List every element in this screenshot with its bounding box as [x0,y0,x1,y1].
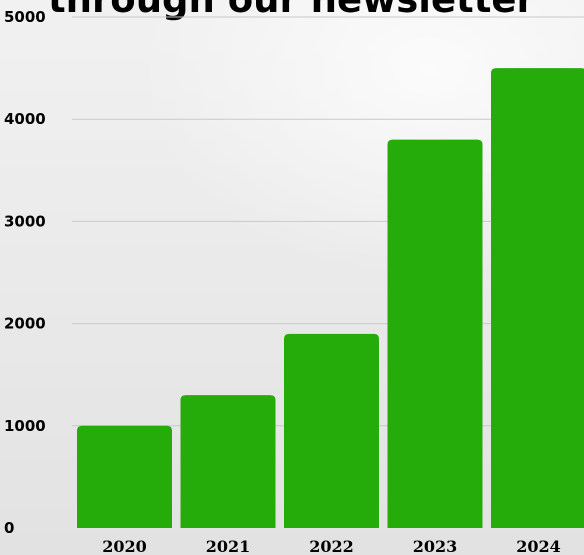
y-tick-label: 3000 [4,212,46,230]
y-tick-label: 1000 [4,417,46,435]
x-tick-label-2021: 2021 [206,537,251,555]
x-tick-label-2020: 2020 [102,537,147,555]
x-tick-label-2024: 2024 [516,537,561,555]
y-axis-ticks: 0 1000 2000 3000 4000 5000 [4,8,46,537]
chart-title: through our newsletter [48,0,535,22]
bar-2024 [491,68,584,528]
x-tick-label-2022: 2022 [309,537,354,555]
bar-2020 [77,425,172,528]
x-axis-ticks: 2020 2021 2022 2023 2024 [102,537,561,555]
x-tick-label-2023: 2023 [413,537,458,555]
bars [77,68,584,528]
y-tick-label: 0 [4,519,14,537]
y-tick-label: 2000 [4,315,46,333]
y-tick-label: 4000 [4,110,46,128]
y-tick-label: 5000 [4,8,46,26]
bar-2022 [284,333,379,528]
bar-2021 [180,395,276,528]
bar-2023 [387,139,483,528]
